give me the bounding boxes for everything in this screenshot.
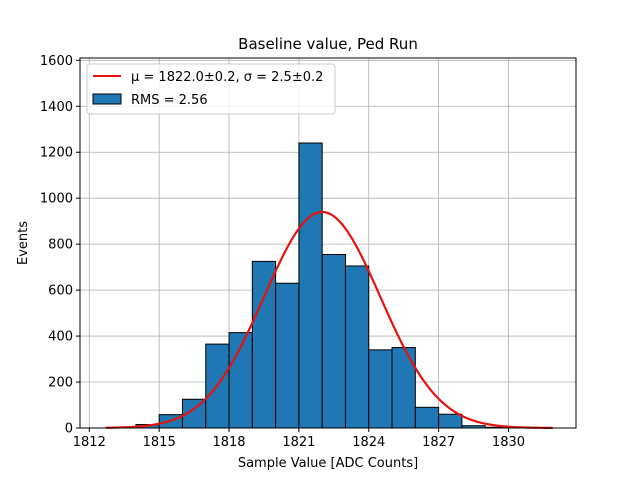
histogram-bar	[321, 253, 346, 429]
plot-frame	[79, 57, 577, 429]
y-tick-label: 1400	[40, 100, 73, 115]
grid-layer	[80, 58, 576, 429]
legend-hist-label: RMS = 2.56	[131, 93, 208, 108]
histogram-bar	[368, 349, 393, 429]
y-tick-label: 600	[48, 284, 73, 299]
x-tick-label: 1830	[492, 435, 525, 450]
x-axis-label: Sample Value [ADC Counts]	[238, 456, 418, 471]
y-tick-label: 400	[48, 330, 73, 345]
histogram-bar	[275, 282, 300, 429]
histogram-bar	[344, 265, 370, 429]
y-axis-label: Events	[16, 221, 31, 265]
gaussian-fit-curve	[105, 210, 553, 430]
histogram-bar	[251, 260, 277, 429]
x-tick-label: 1812	[73, 435, 106, 450]
y-axis-ticks: 0 200 400 600 800 1000 1200 1400 1600	[40, 54, 80, 437]
legend: μ = 1822.0±0.2, σ = 2.5±0.2 RMS = 2.56	[86, 63, 336, 115]
histogram-bar	[438, 413, 463, 429]
chart-title: Baseline value, Ped Run	[238, 35, 418, 53]
x-tick-label: 1824	[352, 435, 385, 450]
y-tick-label: 1200	[40, 146, 73, 161]
x-tick-label: 1821	[282, 435, 315, 450]
legend-box	[86, 63, 336, 115]
y-tick-label: 1000	[40, 192, 73, 207]
legend-hist-swatch	[92, 93, 122, 105]
histogram-bar	[414, 406, 440, 429]
x-tick-label: 1827	[422, 435, 455, 450]
fit-curve-layer	[105, 210, 553, 430]
y-tick-label: 0	[65, 422, 73, 437]
x-tick-label: 1815	[143, 435, 176, 450]
x-tick-label: 1818	[212, 435, 245, 450]
histogram-bar	[391, 347, 416, 429]
y-tick-label: 800	[48, 238, 73, 253]
y-tick-label: 1600	[40, 54, 73, 69]
x-axis-ticks: 1812 1815 1818 1821 1824 1827 1830	[73, 428, 525, 450]
legend-fit-label: μ = 1822.0±0.2, σ = 2.5±0.2	[131, 70, 323, 85]
histogram-bar	[298, 142, 323, 429]
histogram-bars	[112, 142, 509, 429]
y-tick-label: 200	[48, 376, 73, 391]
